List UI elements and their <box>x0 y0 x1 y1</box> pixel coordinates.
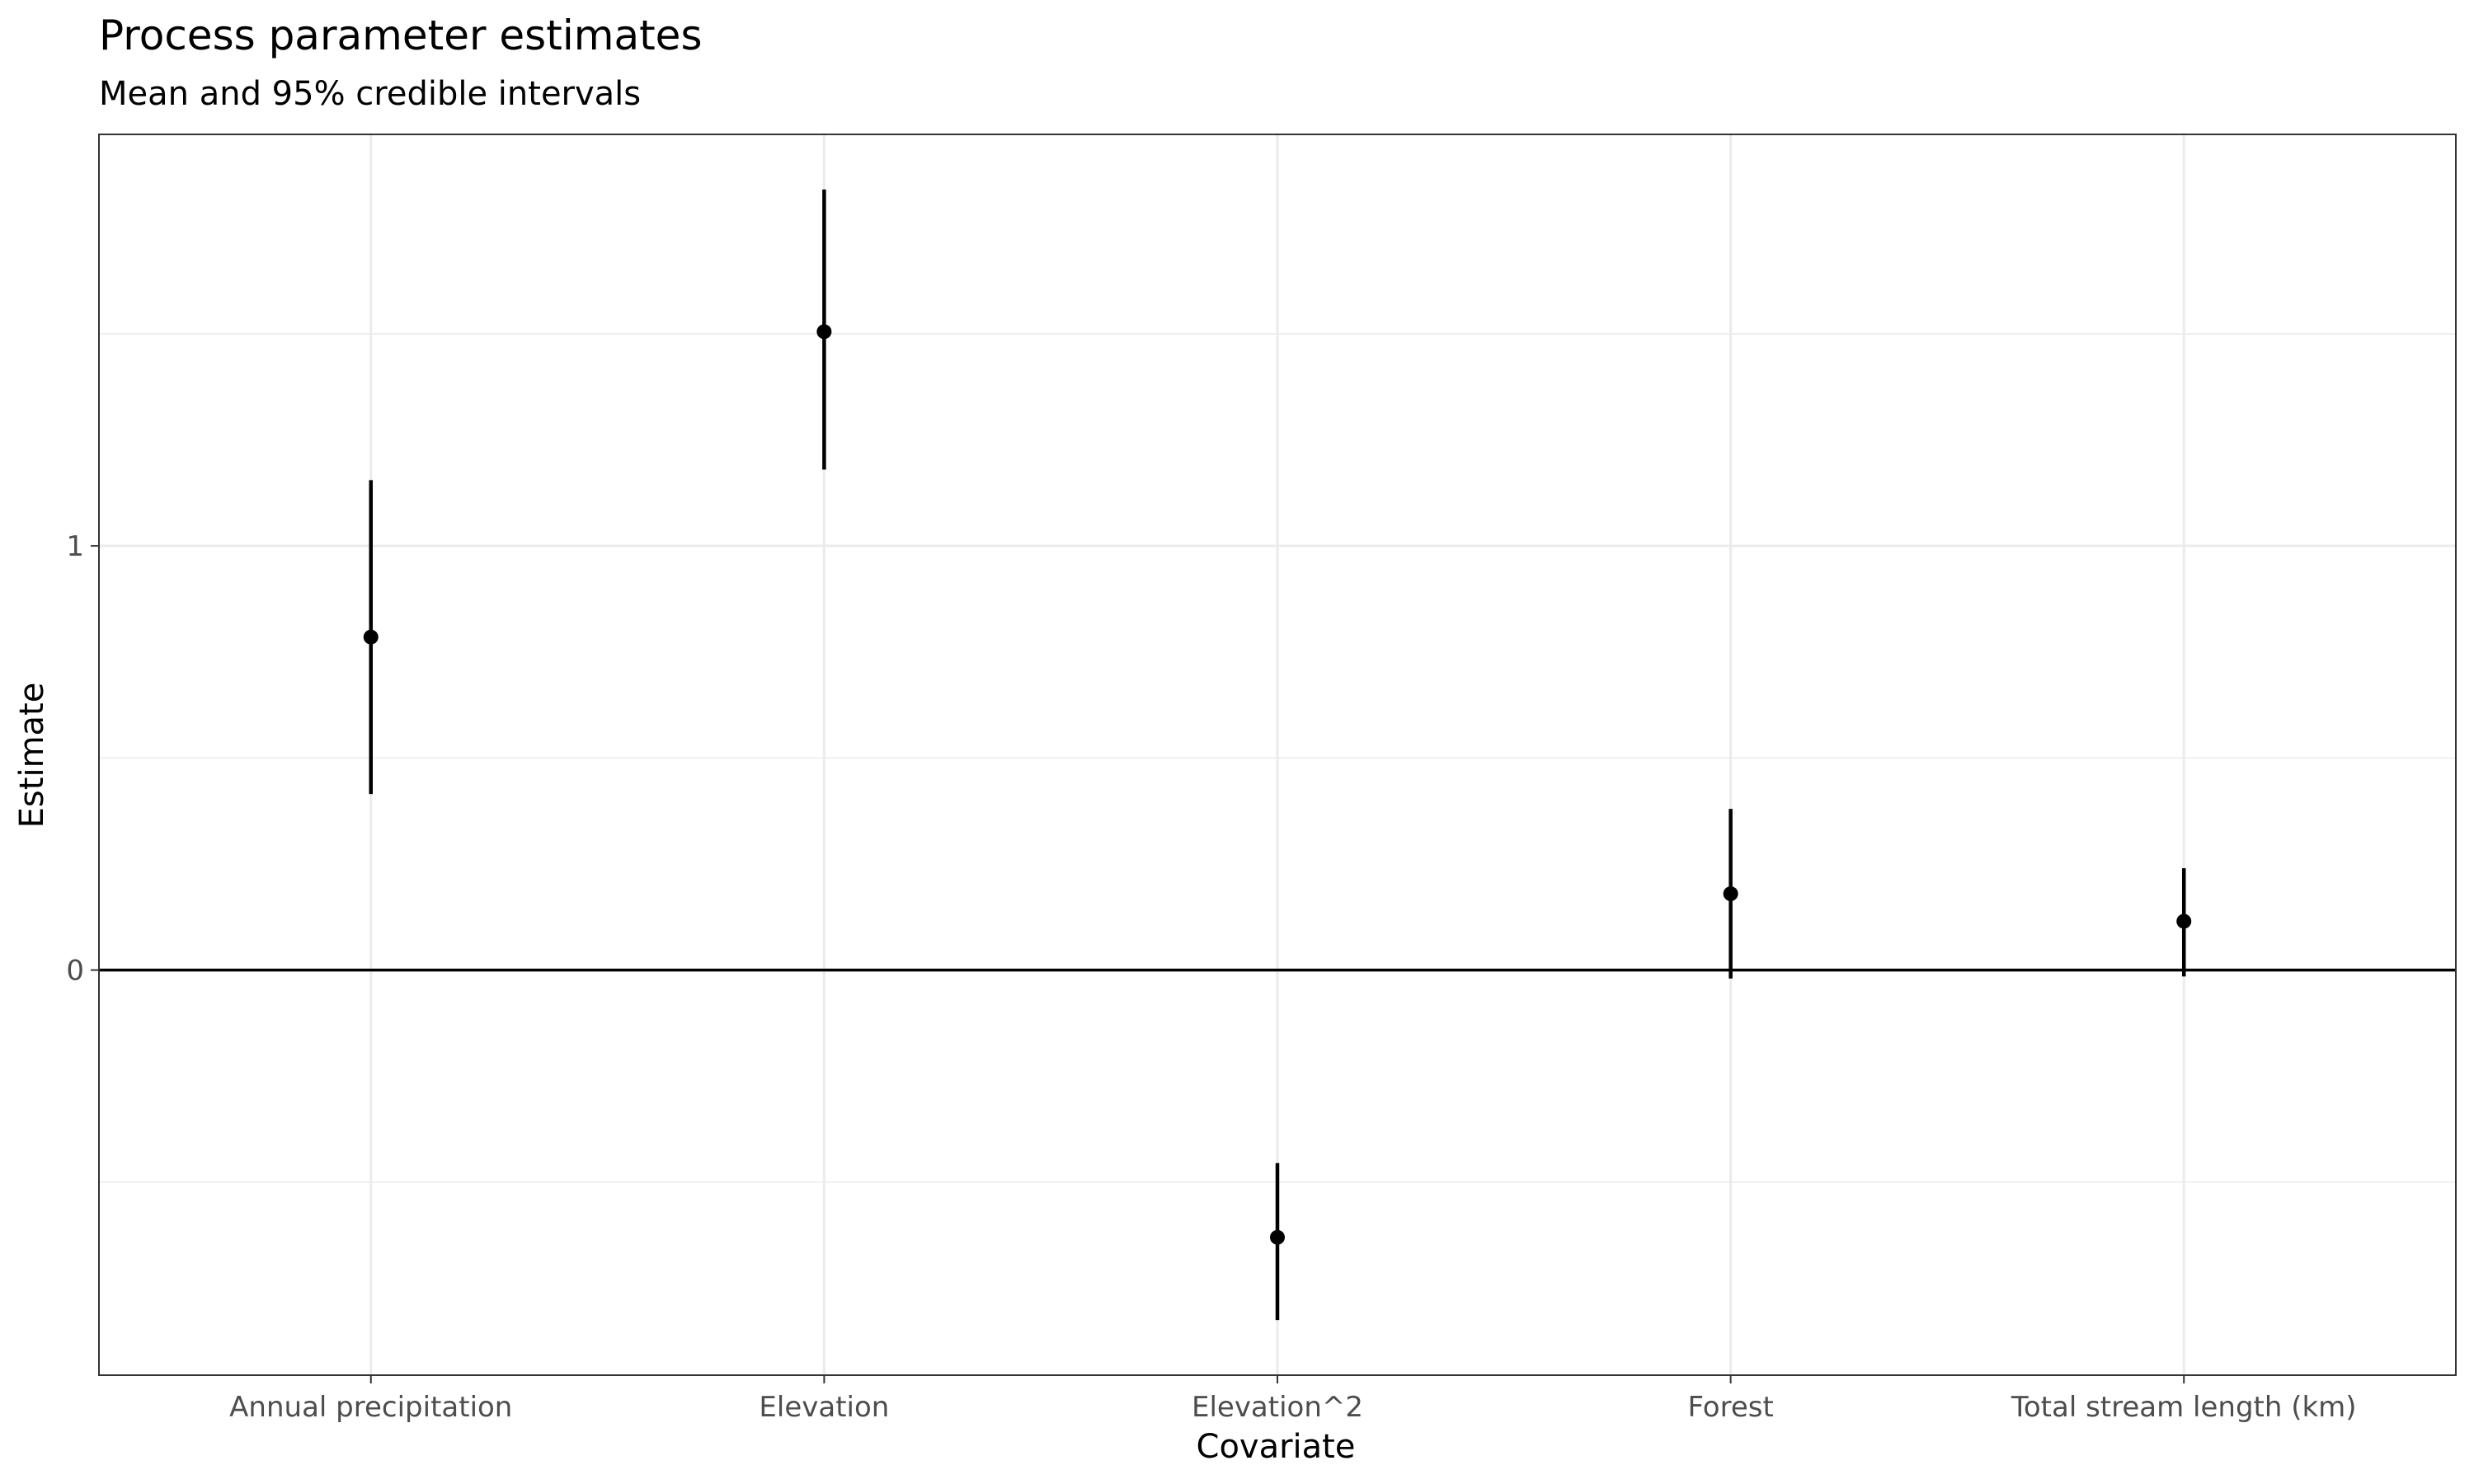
y-axis-title: Estimate <box>13 683 51 829</box>
mean-point <box>1723 886 1738 902</box>
x-tick-label: Elevation^2 <box>1192 1391 1363 1424</box>
y-tick-label: 0 <box>66 955 84 988</box>
chart-title: Process parameter estimates <box>99 12 703 59</box>
chart-subtitle: Mean and 95% credible intervals <box>99 75 641 113</box>
mean-point <box>1270 1229 1285 1245</box>
x-axis-title: Covariate <box>1197 1428 1356 1466</box>
x-tick-label: Total stream length (km) <box>2011 1391 2357 1424</box>
x-tick-label: Elevation <box>759 1391 889 1424</box>
x-tick-label: Forest <box>1687 1391 1773 1424</box>
x-tick-label: Annual precipitation <box>229 1391 512 1424</box>
mean-point <box>2176 913 2192 929</box>
plot-panel: 0 1 Annual precipitation Elevation Elevation… <box>66 134 2457 1424</box>
y-tick-label: 1 <box>66 530 84 563</box>
mean-point <box>363 629 379 645</box>
mean-point <box>816 324 832 340</box>
